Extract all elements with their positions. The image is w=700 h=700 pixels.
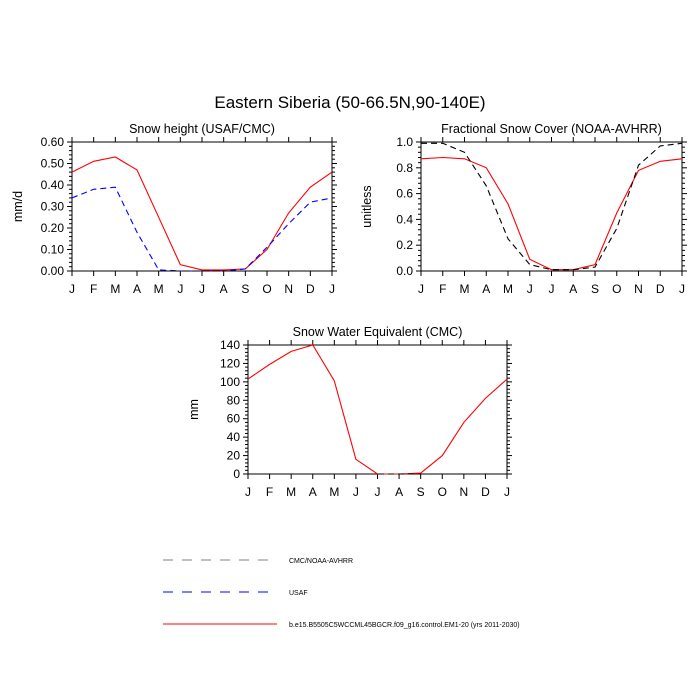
y-tick-label: 0.10 bbox=[41, 243, 65, 257]
x-tick-label: D bbox=[306, 282, 315, 296]
x-tick-label: O bbox=[438, 485, 447, 499]
x-tick-label: J bbox=[69, 282, 75, 296]
x-tick-label: A bbox=[220, 282, 228, 296]
x-tick-label: A bbox=[569, 282, 577, 296]
x-tick-label: J bbox=[375, 485, 381, 499]
y-tick-label: 140 bbox=[220, 338, 240, 352]
x-tick-label: J bbox=[504, 485, 510, 499]
y-tick-label: 1.0 bbox=[396, 135, 413, 149]
y-tick-label: 0.00 bbox=[41, 264, 65, 278]
x-tick-label: A bbox=[309, 485, 317, 499]
x-tick-label: J bbox=[177, 282, 183, 296]
y-tick-label: 0.8 bbox=[396, 161, 413, 175]
x-tick-label: M bbox=[503, 282, 513, 296]
x-tick-label: M bbox=[154, 282, 164, 296]
y-tick-label: 0.40 bbox=[41, 178, 65, 192]
x-tick-label: J bbox=[329, 282, 335, 296]
y-tick-label: 40 bbox=[227, 430, 241, 444]
x-tick-label: J bbox=[245, 485, 251, 499]
x-tick-label: O bbox=[612, 282, 621, 296]
legend-label: USAF bbox=[289, 590, 308, 597]
legend-label: b.e15.B5505C5WCCML45BGCR.f09_g16.control… bbox=[289, 622, 520, 629]
x-tick-label: A bbox=[133, 282, 141, 296]
x-tick-label: J bbox=[679, 282, 685, 296]
plot-frame bbox=[71, 141, 333, 272]
x-tick-label: F bbox=[439, 282, 446, 296]
plot-frame bbox=[420, 141, 683, 272]
x-tick-label: F bbox=[90, 282, 97, 296]
series-line bbox=[420, 156, 683, 271]
x-tick-label: J bbox=[418, 282, 424, 296]
x-tick-label: S bbox=[591, 282, 599, 296]
legend: CMC/NOAA-AVHRR USAF b.e15.B5505C5WCCML45BG… bbox=[163, 558, 520, 629]
y-tick-label: 0.6 bbox=[396, 187, 413, 201]
y-tick-label: 20 bbox=[227, 449, 241, 463]
x-tick-label: J bbox=[353, 485, 359, 499]
x-tick-label: A bbox=[395, 485, 403, 499]
y-tick-label: 0 bbox=[233, 467, 240, 481]
x-tick-label: D bbox=[656, 282, 665, 296]
y-tick-label: 0.50 bbox=[41, 157, 65, 171]
y-axis-label: unitless bbox=[360, 185, 374, 227]
x-tick-label: J bbox=[549, 282, 555, 296]
snow-water-equivalent-panel: Snow Water Equivalent (CMC) 0 20 40 60 80 100 1… bbox=[187, 325, 512, 499]
x-tick-label: N bbox=[284, 282, 293, 296]
y-tick-label: 0.20 bbox=[41, 221, 65, 235]
x-tick-label: M bbox=[329, 485, 339, 499]
x-tick-label: M bbox=[460, 282, 470, 296]
plot-frame bbox=[247, 344, 508, 475]
figure-title: Eastern Siberia (50-66.5N,90-140E) bbox=[214, 93, 485, 112]
y-tick-label: 0.60 bbox=[41, 135, 65, 149]
legend-label: CMC/NOAA-AVHRR bbox=[289, 558, 353, 565]
series-line bbox=[71, 186, 333, 272]
y-axis-label: mm bbox=[187, 399, 201, 420]
x-tick-label: D bbox=[481, 485, 490, 499]
y-tick-label: 80 bbox=[227, 393, 241, 407]
x-tick-label: N bbox=[634, 282, 643, 296]
x-tick-label: F bbox=[266, 485, 273, 499]
x-tick-label: M bbox=[286, 485, 296, 499]
series-line bbox=[247, 344, 508, 475]
y-tick-label: 0.4 bbox=[396, 212, 413, 226]
x-tick-label: N bbox=[459, 485, 468, 499]
y-axis-label: mm/d bbox=[11, 191, 25, 222]
x-tick-label: M bbox=[110, 282, 120, 296]
series-line bbox=[421, 142, 683, 271]
x-tick-label: S bbox=[417, 485, 425, 499]
x-tick-label: J bbox=[199, 282, 205, 296]
x-tick-label: J bbox=[527, 282, 533, 296]
y-tick-label: 0.2 bbox=[396, 238, 413, 252]
fractional-snow-cover-panel: Fractional Snow Cover (NOAA-AVHRR) 0.0 0.2… bbox=[360, 122, 687, 296]
x-tick-label: A bbox=[482, 282, 490, 296]
panel-title: Snow height (USAF/CMC) bbox=[129, 122, 275, 136]
panel-title: Snow Water Equivalent (CMC) bbox=[293, 325, 463, 339]
y-tick-label: 0.30 bbox=[41, 200, 65, 214]
snow-height-panel: Snow height (USAF/CMC) 0.00 0.10 0.20 0.30 0.… bbox=[11, 122, 337, 296]
y-tick-label: 100 bbox=[220, 375, 240, 389]
x-tick-label: O bbox=[262, 282, 271, 296]
y-tick-label: 120 bbox=[220, 356, 240, 370]
y-tick-label: 60 bbox=[227, 412, 241, 426]
series-line bbox=[71, 156, 333, 271]
x-tick-label: S bbox=[241, 282, 249, 296]
panel-title: Fractional Snow Cover (NOAA-AVHRR) bbox=[441, 122, 662, 136]
y-tick-label: 0.0 bbox=[396, 264, 413, 278]
